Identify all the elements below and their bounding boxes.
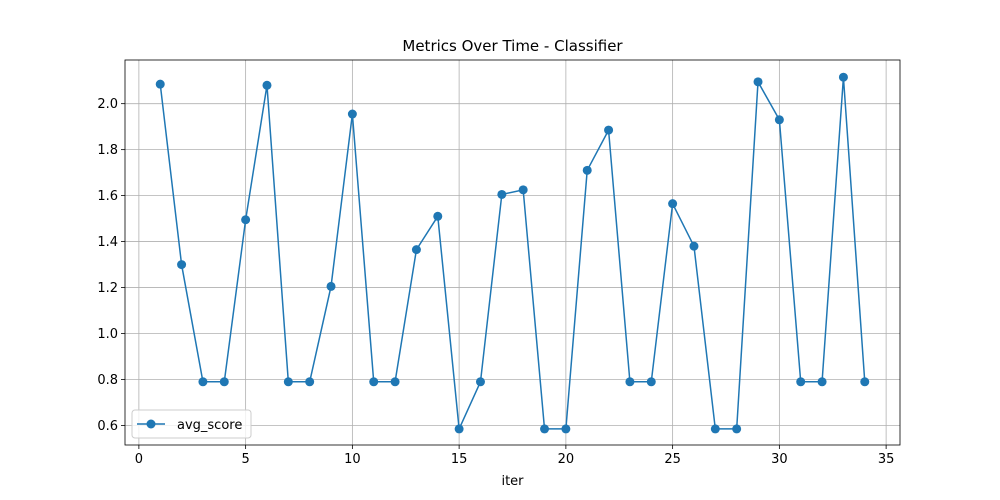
y-tick-label: 0.8 (97, 373, 118, 388)
series-line-avg-score (159, 76, 866, 430)
data-point (390, 377, 400, 387)
data-point (817, 377, 827, 387)
legend-label-avg-score: avg_score (177, 418, 242, 433)
data-point (433, 211, 443, 221)
legend-box (131, 409, 252, 439)
x-axis-label: iter (501, 474, 524, 489)
data-point (283, 377, 293, 387)
x-tick-label: 35 (878, 452, 895, 467)
data-point (774, 115, 784, 125)
data-point (155, 79, 165, 89)
data-point (454, 424, 464, 434)
data-point (326, 281, 336, 291)
legend-marker-swatch (146, 419, 156, 429)
data-point (582, 165, 592, 175)
chart-title: Metrics Over Time - Classifier (402, 37, 623, 55)
data-point (369, 377, 379, 387)
tick-layer: 0 5 10 15 20 25 30 35 0.6 0.8 1.0 1.2 1.4 1.6 1.8 2.0 (97, 97, 894, 467)
legend: avg_score (131, 409, 252, 439)
data-point (796, 377, 806, 387)
data-point (518, 185, 528, 195)
x-tick-label: 30 (771, 452, 788, 467)
x-tick-label: 0 (135, 452, 143, 467)
data-point (305, 377, 315, 387)
data-point (625, 377, 635, 387)
y-tick-label: 1.0 (97, 327, 118, 342)
series-layer (155, 72, 870, 434)
data-point (540, 424, 550, 434)
data-point (561, 424, 571, 434)
data-point (475, 377, 485, 387)
data-point (753, 77, 763, 87)
plot-area-frame (124, 59, 901, 446)
data-point (262, 80, 272, 90)
data-point (177, 260, 187, 270)
data-point (411, 245, 421, 255)
x-tick-label: 5 (241, 452, 249, 467)
y-tick-label: 0.6 (97, 419, 118, 434)
data-point (710, 424, 720, 434)
y-tick-label: 1.6 (97, 189, 118, 204)
data-point (241, 215, 251, 225)
data-point (646, 377, 656, 387)
data-point (604, 125, 614, 135)
y-tick-label: 1.4 (97, 235, 118, 250)
x-tick-label: 10 (344, 452, 361, 467)
data-point (198, 377, 208, 387)
y-tick-label: 1.2 (97, 281, 118, 296)
data-point (347, 109, 357, 119)
data-point (732, 424, 742, 434)
data-point (668, 199, 678, 209)
data-point (497, 189, 507, 199)
x-tick-label: 20 (558, 452, 575, 467)
data-point (689, 241, 699, 251)
x-tick-label: 25 (664, 452, 681, 467)
y-tick-label: 2.0 (97, 97, 118, 112)
x-tick-label: 15 (451, 452, 468, 467)
data-point (219, 377, 229, 387)
y-tick-label: 1.8 (97, 143, 118, 158)
data-point (838, 72, 848, 82)
grid-layer (125, 60, 900, 445)
data-point (860, 377, 870, 387)
